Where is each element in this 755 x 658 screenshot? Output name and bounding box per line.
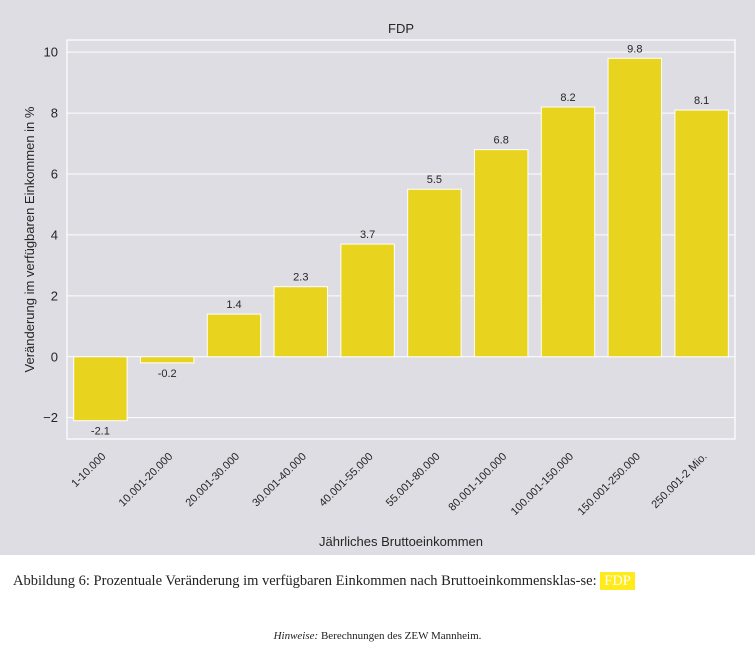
y-tick-label: −2 <box>43 410 58 425</box>
figure-caption: Abbildung 6: Prozentuale Veränderung im … <box>13 572 748 591</box>
bar-value-label: -2.1 <box>91 426 110 438</box>
bar <box>674 109 729 358</box>
bar-value-label: 8.2 <box>560 92 575 104</box>
bar-value-label: 1.4 <box>226 299 241 311</box>
y-tick-label: 8 <box>51 106 58 121</box>
bar-value-label: -0.2 <box>158 368 177 380</box>
bar-chart: −20246810-2.11-10.000-0.210.001-20.0001.… <box>0 0 755 555</box>
chart-figure: −2 0 2 4 6 8 10 -2.1 1-10.000 -0.2 10.001-20.000 1.… <box>0 0 755 555</box>
note-label: Hinweise: <box>273 630 319 642</box>
figure-note: Hinweise: Berechnungen des ZEW Mannheim. <box>0 630 755 642</box>
bar <box>607 57 663 358</box>
bar <box>139 356 195 364</box>
bar <box>407 188 462 358</box>
bar <box>273 286 329 358</box>
caption-highlight: FDP <box>600 572 635 590</box>
bar <box>340 243 395 358</box>
bar <box>206 313 262 358</box>
bar <box>73 356 128 422</box>
bar-value-label: 9.8 <box>627 43 642 55</box>
bar <box>540 106 596 358</box>
bar-value-label: 6.8 <box>494 135 509 147</box>
note-text: Berechnungen des ZEW Mannheim. <box>318 630 482 642</box>
y-tick-label: 6 <box>51 167 58 182</box>
plot-frame <box>66 39 736 440</box>
y-tick-label: 2 <box>51 288 58 303</box>
bar-value-label: 5.5 <box>427 174 442 186</box>
bar-value-label: 8.1 <box>694 95 709 107</box>
bar <box>473 149 529 358</box>
y-axis-label: Veränderung im verfügbaren Einkommen in … <box>22 106 37 372</box>
bar-value-label: 2.3 <box>293 272 308 284</box>
y-tick-label: 0 <box>51 349 58 364</box>
caption-text: Abbildung 6: Prozentuale Veränderung im … <box>13 573 597 589</box>
y-tick-label: 4 <box>51 227 58 242</box>
y-tick-label: 10 <box>44 45 58 60</box>
x-axis-label: Jährliches Bruttoeinkommen <box>319 534 483 549</box>
bar-value-label: 3.7 <box>360 229 375 241</box>
chart-title: FDP <box>388 21 414 36</box>
